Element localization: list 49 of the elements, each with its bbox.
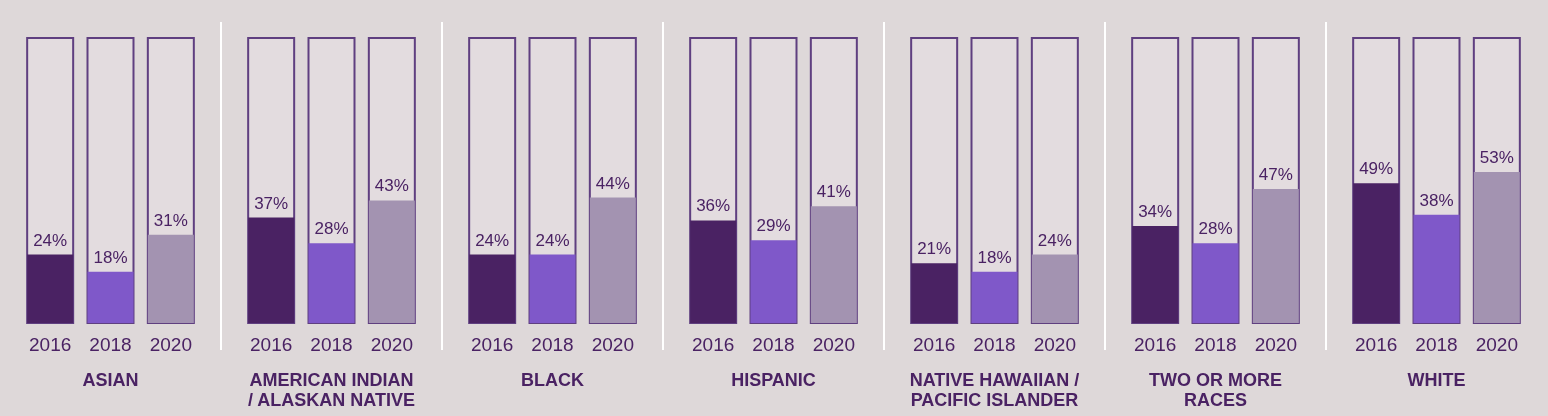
data-label: 18% — [93, 247, 128, 267]
data-label: 24% — [1037, 230, 1072, 250]
x-axis-title: ASIAN — [82, 370, 139, 390]
data-label: 28% — [314, 219, 349, 239]
x-tick-label: 2016 — [29, 334, 72, 355]
data-label: 34% — [1138, 202, 1173, 222]
x-axis-title: WHITE — [1407, 370, 1466, 390]
x-tick-label: 2020 — [812, 334, 855, 355]
x-tick-label: 2020 — [591, 334, 634, 355]
x-tick-label: 2016 — [1134, 334, 1177, 355]
data-label: 29% — [756, 216, 791, 236]
x-axis-title: TWO OR MORE RACES — [1149, 370, 1282, 410]
x-tick-label: 2016 — [250, 334, 293, 355]
data-label: 43% — [374, 176, 409, 196]
data-label: 28% — [1198, 219, 1233, 239]
x-tick-label: 2018 — [310, 334, 353, 355]
x-tick-label: 2016 — [1355, 334, 1398, 355]
x-tick-label: 2020 — [1475, 334, 1518, 355]
x-tick-label: 2018 — [1194, 334, 1237, 355]
x-tick-label: 2018 — [973, 334, 1016, 355]
x-tick-label: 2020 — [1033, 334, 1076, 355]
x-tick-label: 2018 — [752, 334, 795, 355]
x-tick-label: 2020 — [370, 334, 413, 355]
x-tick-label: 2016 — [471, 334, 514, 355]
x-tick-label: 2018 — [1415, 334, 1458, 355]
data-label: 24% — [535, 230, 570, 250]
data-label: 24% — [475, 230, 510, 250]
x-axis-title: HISPANIC — [731, 370, 816, 390]
data-label: 37% — [254, 193, 289, 213]
data-label: 36% — [696, 196, 731, 216]
x-tick-label: 2016 — [692, 334, 735, 355]
data-label: 31% — [153, 210, 188, 230]
x-tick-label: 2020 — [1254, 334, 1297, 355]
x-axis-title: NATIVE HAWAIIAN / PACIFIC ISLANDER — [909, 370, 1080, 410]
data-label: 24% — [33, 230, 68, 250]
data-label: 18% — [977, 247, 1012, 267]
x-tick-label: 2018 — [89, 334, 132, 355]
data-label: 47% — [1258, 165, 1293, 185]
x-tick-label: 2016 — [913, 334, 956, 355]
data-label: 53% — [1479, 147, 1514, 167]
data-label: 41% — [816, 182, 851, 202]
x-tick-label: 2018 — [531, 334, 574, 355]
data-label: 38% — [1419, 190, 1454, 210]
x-axis-title: AMERICAN INDIAN / ALASKAN NATIVE — [247, 370, 416, 410]
x-tick-label: 2020 — [149, 334, 192, 355]
data-label: 44% — [595, 173, 630, 193]
data-label: 21% — [917, 239, 952, 259]
x-axis-title: BLACK — [521, 370, 584, 390]
data-label: 49% — [1359, 159, 1394, 179]
